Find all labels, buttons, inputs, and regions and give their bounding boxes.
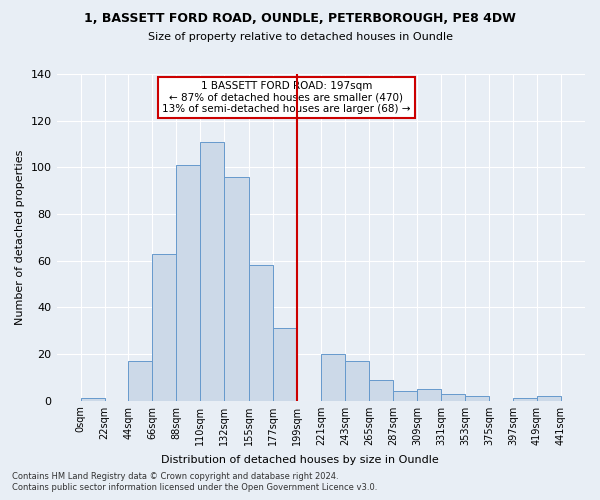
Text: Size of property relative to detached houses in Oundle: Size of property relative to detached ho…: [148, 32, 452, 42]
Bar: [441, 394, 465, 401]
Text: 1, BASSETT FORD ROAD, OUNDLE, PETERBOROUGH, PE8 4DW: 1, BASSETT FORD ROAD, OUNDLE, PETERBOROU…: [84, 12, 516, 26]
Bar: [200, 142, 224, 401]
Bar: [345, 361, 369, 401]
Bar: [250, 266, 274, 401]
Bar: [152, 254, 176, 401]
Text: 1 BASSETT FORD ROAD: 197sqm
← 87% of detached houses are smaller (470)
13% of se: 1 BASSETT FORD ROAD: 197sqm ← 87% of det…: [162, 81, 411, 114]
Bar: [274, 328, 298, 401]
Text: Contains public sector information licensed under the Open Government Licence v3: Contains public sector information licen…: [12, 484, 377, 492]
Bar: [369, 380, 393, 401]
Text: Contains HM Land Registry data © Crown copyright and database right 2024.: Contains HM Land Registry data © Crown c…: [12, 472, 338, 481]
Y-axis label: Number of detached properties: Number of detached properties: [15, 150, 25, 325]
Bar: [224, 176, 250, 401]
Bar: [322, 354, 345, 401]
Bar: [80, 398, 104, 401]
Bar: [128, 361, 152, 401]
Bar: [393, 392, 417, 401]
Bar: [537, 396, 561, 401]
Bar: [176, 165, 200, 401]
Bar: [513, 398, 537, 401]
Bar: [465, 396, 489, 401]
Bar: [417, 389, 441, 401]
Text: Distribution of detached houses by size in Oundle: Distribution of detached houses by size …: [161, 455, 439, 465]
